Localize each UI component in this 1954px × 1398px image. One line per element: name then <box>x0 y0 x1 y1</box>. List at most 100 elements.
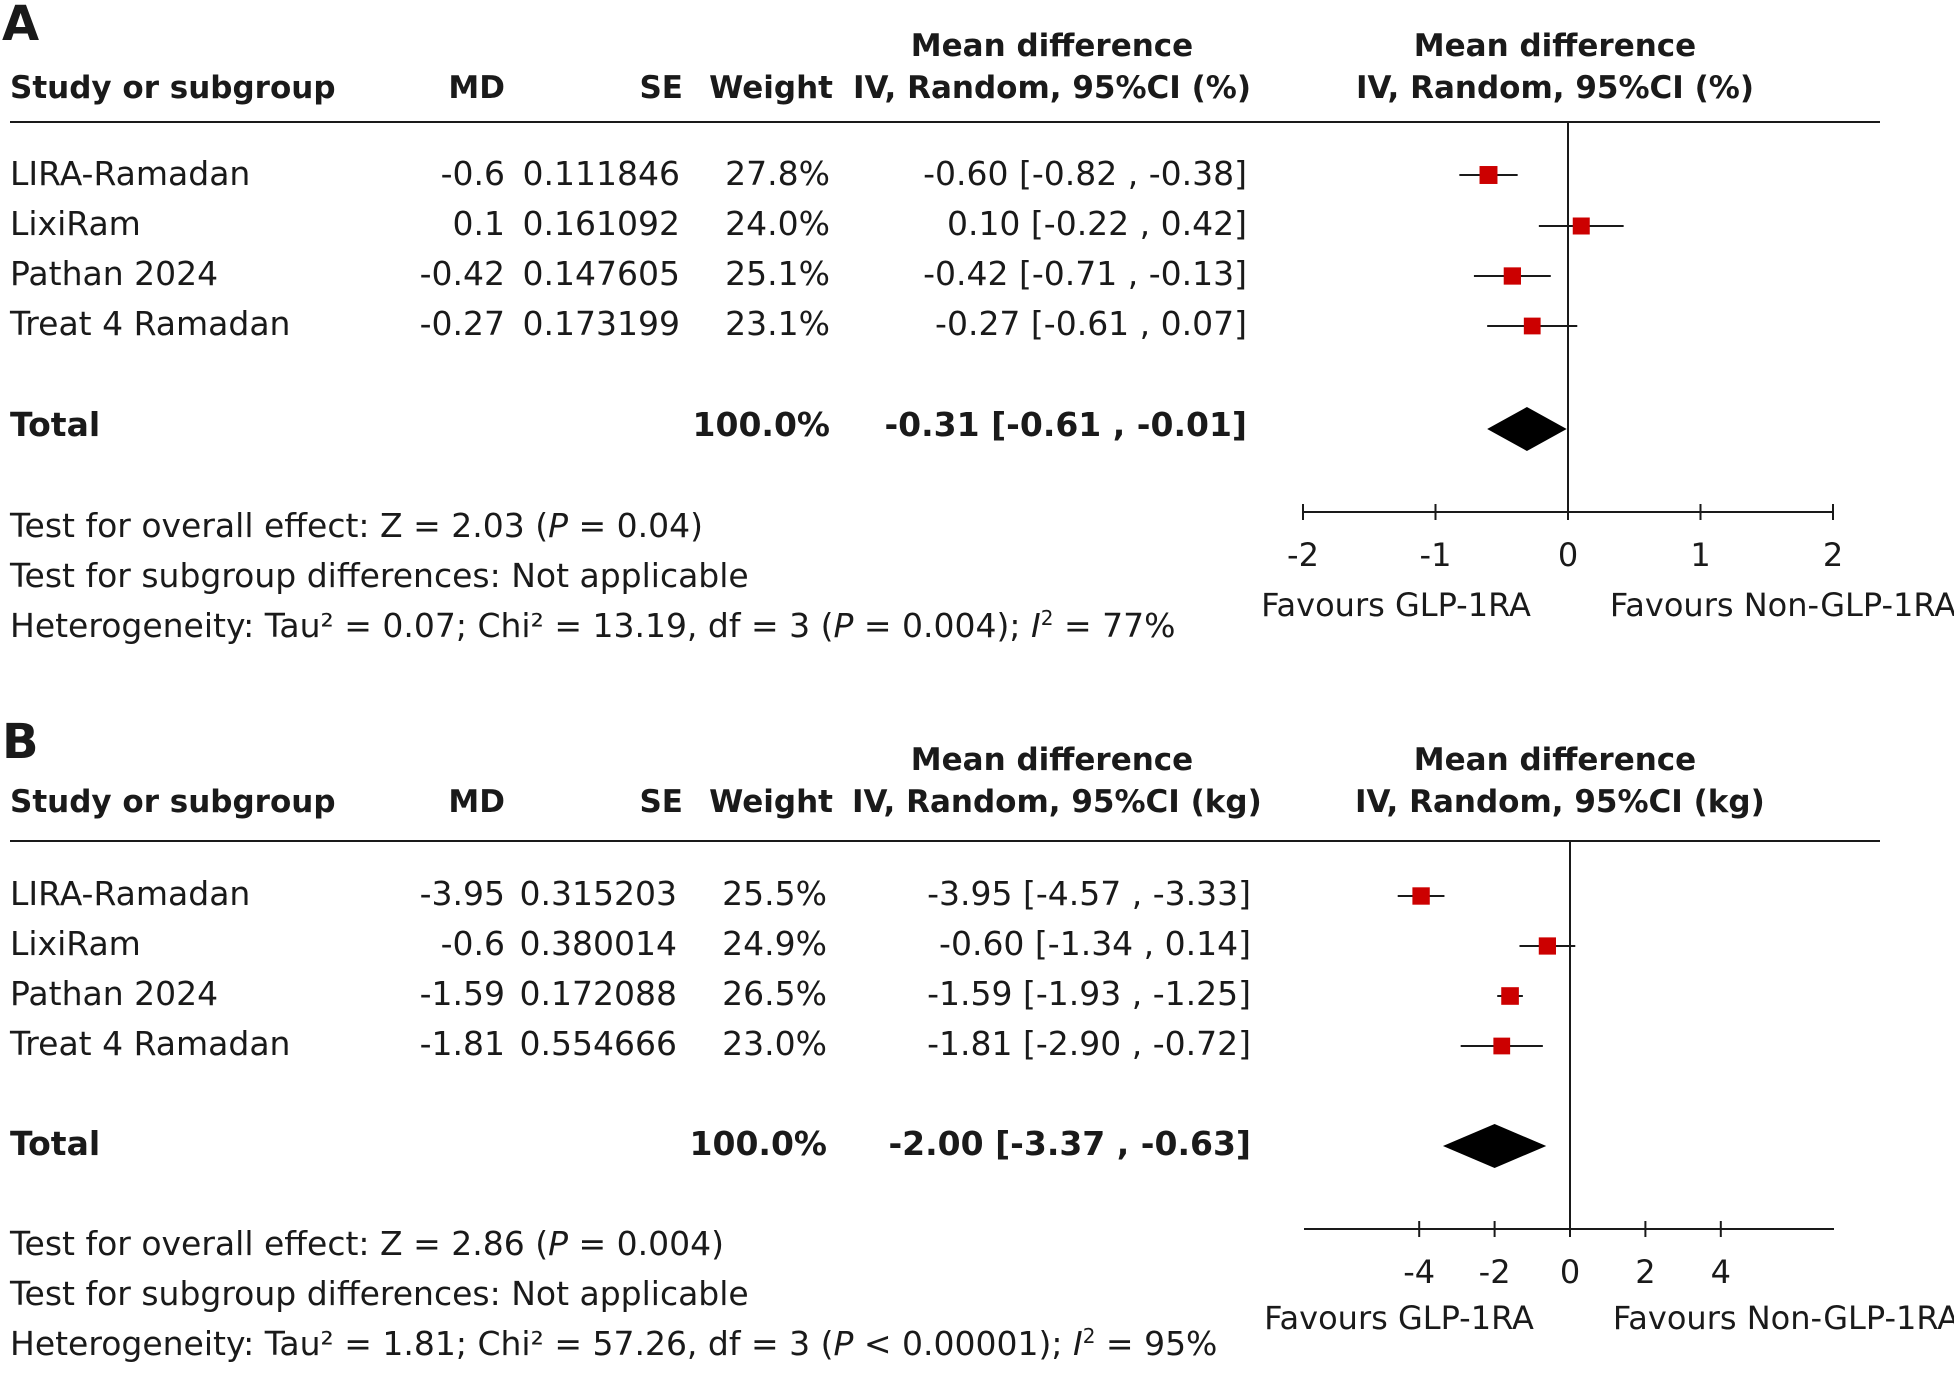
study-weight: 24.0% <box>725 204 830 243</box>
study-md: -1.59 <box>419 974 505 1013</box>
forest-plot-b: -4 -2 0 2 4 Favours GLP-1RA Favours Non-GLP-1R… <box>1264 840 1954 1337</box>
header-md: MD <box>448 70 505 106</box>
study-ci: -1.59 [-1.93 , -1.25] <box>927 974 1251 1013</box>
study-name: Treat 4 Ramadan <box>10 304 291 343</box>
heterogeneity-text: Heterogeneity: Tau² = 0.07; Chi² = 13.19… <box>10 606 1176 645</box>
study-weight: 26.5% <box>722 974 827 1013</box>
x-tick-label: -2 <box>1287 536 1319 574</box>
study-md: -0.42 <box>419 254 505 293</box>
header-study: Study or subgroup <box>10 784 336 820</box>
study-se: 0.173199 <box>522 304 680 343</box>
effect-marker <box>1412 887 1430 905</box>
header-rule <box>10 121 1880 123</box>
effect-marker <box>1503 267 1521 285</box>
effect-marker <box>1501 987 1519 1005</box>
subgroup-text: Test for subgroup differences: Not appli… <box>10 1274 749 1313</box>
study-ci: -0.27 [-0.61 , 0.07] <box>935 304 1247 343</box>
study-se: 0.554666 <box>519 1024 677 1063</box>
study-md: -0.27 <box>419 304 505 343</box>
x-tick-label: -1 <box>1420 536 1452 574</box>
x-tick-label: 1 <box>1690 536 1710 574</box>
total-label: Total <box>10 1124 101 1163</box>
overall-effect-text: Test for overall effect: Z = 2.03 (P = 0… <box>10 506 703 545</box>
x-tick-label: -2 <box>1479 1253 1511 1291</box>
effect-marker <box>1479 166 1498 184</box>
header-se: SE <box>639 70 683 106</box>
study-ci: -0.60 [-1.34 , 0.14] <box>939 924 1251 963</box>
total-label: Total <box>10 405 101 444</box>
total-weight: 100.0% <box>689 1124 827 1163</box>
panel-a: A Study or subgroup MD SE Weight Mean di… <box>0 0 1954 680</box>
x-tick-label: 0 <box>1560 1253 1580 1291</box>
subgroup-text: Test for subgroup differences: Not appli… <box>10 556 749 595</box>
study-ci: -0.60 [-0.82 , -0.38] <box>923 154 1247 193</box>
study-md: -0.6 <box>440 154 505 193</box>
x-tick-label: 0 <box>1558 536 1578 574</box>
total-ci: -2.00 [-3.37 , -0.63] <box>888 1124 1251 1163</box>
study-md: -1.81 <box>419 1024 505 1063</box>
effect-marker <box>1523 317 1541 335</box>
plot-header-sub: IV, Random, 95%CI (%) <box>1356 70 1754 106</box>
favours-right-label: Favours Non-GLP-1RA <box>1613 1299 1954 1337</box>
x-tick-label: 4 <box>1711 1253 1731 1291</box>
study-weight: 25.1% <box>725 254 830 293</box>
study-se: 0.161092 <box>522 204 680 243</box>
study-ci: -0.42 [-0.71 , -0.13] <box>923 254 1247 293</box>
study-se: 0.172088 <box>519 974 677 1013</box>
header-mean-diff-title: Mean difference <box>910 742 1194 778</box>
plot-header-title: Mean difference <box>1413 28 1697 64</box>
effect-marker <box>1493 1037 1511 1055</box>
favours-right-label: Favours Non-GLP-1RA <box>1610 586 1954 624</box>
study-weight: 24.9% <box>722 924 827 963</box>
study-name: LixiRam <box>10 204 141 243</box>
panel-letter: A <box>2 0 40 52</box>
total-weight: 100.0% <box>692 405 830 444</box>
study-weight: 23.1% <box>725 304 830 343</box>
pooled-diamond <box>1442 1124 1547 1168</box>
total-ci: -0.31 [-0.61 , -0.01] <box>884 405 1247 444</box>
study-se: 0.111846 <box>522 154 680 193</box>
study-name: LixiRam <box>10 924 141 963</box>
plot-header-sub: IV, Random, 95%CI (kg) <box>1355 784 1765 820</box>
favours-left-label: Favours GLP-1RA <box>1261 586 1531 624</box>
study-se: 0.147605 <box>522 254 680 293</box>
effect-marker <box>1572 217 1590 235</box>
study-ci: -3.95 [-4.57 , -3.33] <box>927 874 1251 913</box>
header-study: Study or subgroup <box>10 70 336 106</box>
heterogeneity-text: Heterogeneity: Tau² = 1.81; Chi² = 57.26… <box>10 1324 1218 1363</box>
study-name: Pathan 2024 <box>10 254 219 293</box>
study-name: LIRA-Ramadan <box>10 874 251 913</box>
x-tick-label: -4 <box>1403 1253 1435 1291</box>
study-ci: -1.81 [-2.90 , -0.72] <box>927 1024 1251 1063</box>
header-weight: Weight <box>709 70 833 106</box>
study-se: 0.315203 <box>519 874 677 913</box>
plot-header-title: Mean difference <box>1413 742 1697 778</box>
panel-letter: B <box>2 714 39 770</box>
favours-left-label: Favours GLP-1RA <box>1264 1299 1534 1337</box>
header-rule <box>10 840 1880 842</box>
header-mean-diff-sub: IV, Random, 95%CI (%) <box>853 70 1251 106</box>
study-md: -3.95 <box>419 874 505 913</box>
study-ci: 0.10 [-0.22 , 0.42] <box>946 204 1247 243</box>
header-weight: Weight <box>709 784 833 820</box>
effect-marker <box>1538 937 1556 955</box>
header-se: SE <box>639 784 683 820</box>
x-tick-label: 2 <box>1635 1253 1655 1291</box>
study-weight: 27.8% <box>725 154 830 193</box>
study-name: Treat 4 Ramadan <box>10 1024 291 1063</box>
panel-b: B Study or subgroup MD SE Weight Mean di… <box>0 714 1954 1398</box>
overall-effect-text: Test for overall effect: Z = 2.86 (P = 0… <box>10 1224 724 1263</box>
x-tick-label: 2 <box>1823 536 1843 574</box>
study-md: 0.1 <box>452 204 505 243</box>
study-name: Pathan 2024 <box>10 974 219 1013</box>
forest-plot-a: -2 -1 0 1 2 Favours GLP-1RA Favours Non-GLP-1R… <box>1261 121 1954 624</box>
study-md: -0.6 <box>440 924 505 963</box>
header-mean-diff-title: Mean difference <box>910 28 1194 64</box>
header-md: MD <box>448 784 505 820</box>
header-mean-diff-sub: IV, Random, 95%CI (kg) <box>852 784 1262 820</box>
study-se: 0.380014 <box>519 924 677 963</box>
pooled-diamond <box>1487 407 1567 451</box>
study-name: LIRA-Ramadan <box>10 154 251 193</box>
study-weight: 23.0% <box>722 1024 827 1063</box>
study-weight: 25.5% <box>722 874 827 913</box>
